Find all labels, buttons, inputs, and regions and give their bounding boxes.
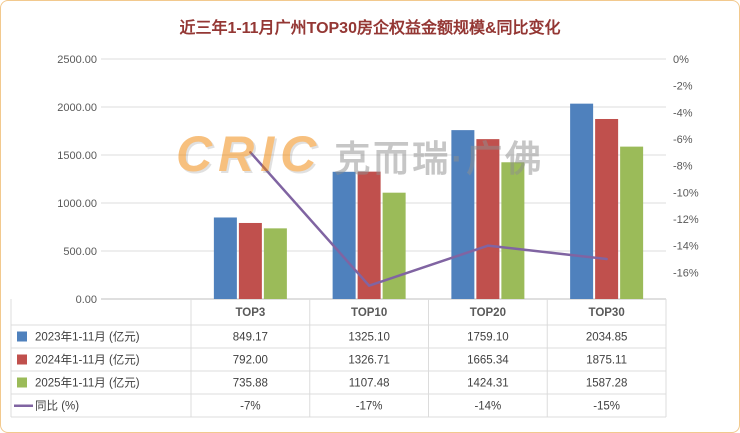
series-name: 2023年1-11月 (亿元) xyxy=(35,330,140,344)
table-cell: 1424.31 xyxy=(467,378,509,390)
category-label: TOP30 xyxy=(589,307,625,319)
bar xyxy=(476,139,500,299)
yoy-line xyxy=(249,151,608,287)
right-axis-label: -10% xyxy=(673,187,699,199)
right-axis-label: -6% xyxy=(673,134,693,146)
category-label: TOP10 xyxy=(351,307,387,319)
left-axis-label: 1500.00 xyxy=(57,150,97,162)
table-cell: -17% xyxy=(356,401,383,413)
bar xyxy=(332,171,356,299)
right-axis-label: -2% xyxy=(673,81,693,93)
right-axis-label: -12% xyxy=(673,214,699,226)
bar xyxy=(213,217,237,299)
table-cell: 1875.11 xyxy=(586,355,627,367)
table-cell: 1326.71 xyxy=(348,355,390,367)
bar xyxy=(620,146,644,299)
bar xyxy=(263,228,287,299)
right-axis-label: -14% xyxy=(673,241,699,253)
category-label: TOP3 xyxy=(235,307,265,319)
table-cell: -14% xyxy=(474,401,501,413)
legend-swatch xyxy=(17,331,27,342)
bar xyxy=(501,162,525,299)
bar xyxy=(570,103,594,299)
category-label: TOP20 xyxy=(470,307,506,319)
legend-swatch xyxy=(17,377,27,388)
right-axis-label: -4% xyxy=(673,107,693,119)
left-axis-label: 1000.00 xyxy=(57,198,97,210)
bar xyxy=(595,118,619,299)
table-cell: 1325.10 xyxy=(348,332,390,344)
series-name: 2024年1-11月 (亿元) xyxy=(35,353,140,367)
table-cell: 1759.10 xyxy=(467,332,509,344)
left-axis-label: 500.00 xyxy=(63,246,97,258)
chart-title: 近三年1-11月广州TOP30房企权益金额规模&同比变化 xyxy=(179,20,561,37)
bar xyxy=(357,171,381,299)
right-axis-label: 0% xyxy=(673,54,689,66)
legend-line-key xyxy=(14,404,33,407)
table-cell: 735.88 xyxy=(233,378,268,390)
right-axis-label: -16% xyxy=(673,267,699,279)
legend-swatch xyxy=(17,354,27,365)
table-cell: 849.17 xyxy=(233,332,268,344)
bar xyxy=(382,192,406,299)
table-cell: 2034.85 xyxy=(586,332,628,344)
left-axis-label: 2500.00 xyxy=(57,54,97,66)
left-axis-label: 0.00 xyxy=(76,294,97,306)
bar xyxy=(238,222,262,299)
right-axis-label: -8% xyxy=(673,161,693,173)
bar xyxy=(451,130,475,299)
table-cell: 1587.28 xyxy=(586,378,628,390)
table-cell: -15% xyxy=(593,401,620,413)
series-name: 2025年1-11月 (亿元) xyxy=(35,376,140,390)
left-axis-label: 2000.00 xyxy=(57,102,97,114)
table-cell: 792.00 xyxy=(233,355,268,367)
table-cell: 1107.48 xyxy=(349,378,390,390)
table-cell: 1665.34 xyxy=(467,355,509,367)
table-cell: -7% xyxy=(240,401,260,413)
series-name: 同比 (%) xyxy=(35,400,79,413)
